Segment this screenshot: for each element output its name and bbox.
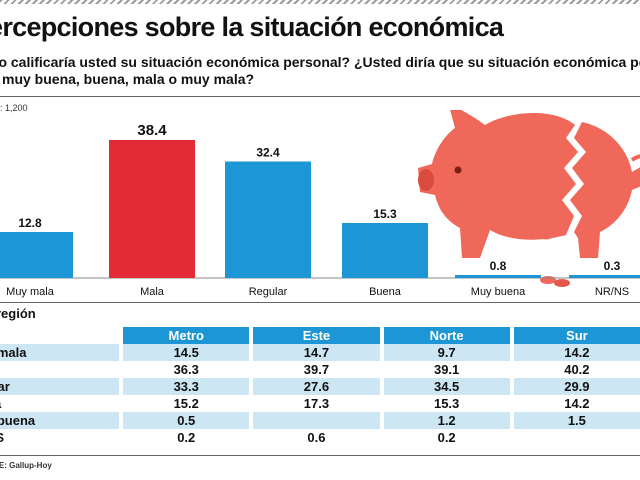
row-label: y buena <box>0 412 120 429</box>
table-cell: 0.2 <box>177 430 196 445</box>
bar-value-label: 32.4 <box>256 146 280 160</box>
table-cell <box>253 412 380 429</box>
table-cell: 14.2 <box>513 344 640 361</box>
table-cell: 1.2 <box>383 412 510 429</box>
column-header-sur: Sur <box>513 327 640 344</box>
table-cell: 33.3 <box>123 378 250 395</box>
top-decorative-stripe <box>0 0 640 4</box>
column-header-metro: Metro <box>123 327 250 344</box>
table-cell: 0.2 <box>437 430 456 445</box>
survey-question-line-1: mo calificaría usted su situación económ… <box>0 54 640 70</box>
table-cell: 17.3 <box>303 396 330 411</box>
table-cell: 14.7 <box>253 344 380 361</box>
chart-bottom-divider <box>0 302 640 303</box>
table-cell: 15.2 <box>173 396 199 411</box>
bar <box>225 161 311 278</box>
table-cell: 39.7 <box>303 362 330 377</box>
table-cell: 14.2 <box>564 396 590 411</box>
survey-question: mo calificaría usted su situación económ… <box>0 54 640 88</box>
category-label: Buena <box>369 286 402 298</box>
table-cell: 39.1 <box>433 362 460 377</box>
top-divider <box>0 96 640 97</box>
survey-question-line-2: muy buena, buena, mala o muy mala? <box>2 71 255 87</box>
column-header-norte: Norte <box>383 327 510 344</box>
row-label: ular <box>0 378 120 395</box>
table-row: ular33.327.634.529.9 <box>0 378 640 395</box>
table-cell: 9.7 <box>383 344 510 361</box>
table-cell: 0.5 <box>123 412 250 429</box>
table-cell <box>514 429 640 446</box>
table-cell: 29.9 <box>513 378 640 395</box>
category-label: Mala <box>140 286 165 298</box>
row-label: a <box>0 361 119 378</box>
table-cell: 40.2 <box>564 362 590 377</box>
table-row: na 15.2 17.3 15.3 14.2 <box>0 395 640 412</box>
table-cell: 15.3 <box>433 396 460 411</box>
broken-piggy-bank-icon <box>418 110 640 287</box>
bar-value-label: 15.3 <box>373 207 397 221</box>
bar <box>109 140 195 278</box>
table-cell: 14.5 <box>123 344 250 361</box>
table-bottom-divider <box>0 455 640 456</box>
coin <box>540 276 556 284</box>
bar-value-label: 12.8 <box>18 216 42 230</box>
sample-size-label: : 1,200 <box>0 103 28 113</box>
category-label: Regular <box>249 286 288 298</box>
piggy-right-half <box>570 122 640 258</box>
piggy-eye <box>454 166 462 174</box>
table-cell: 0.6 <box>307 430 326 445</box>
column-header-este: Este <box>253 327 380 344</box>
row-label: NS <box>0 429 119 446</box>
table-cell: 34.5 <box>383 378 510 395</box>
coin <box>539 232 553 240</box>
row-label: y mala <box>0 344 120 361</box>
table-row: a 36.3 39.7 39.1 40.2 <box>0 361 640 378</box>
table-cell: 27.6 <box>253 378 380 395</box>
bar-value-label: 0.8 <box>490 259 507 273</box>
bar <box>455 275 541 278</box>
coin <box>554 279 570 287</box>
bar <box>0 232 73 278</box>
category-label: Muy buena <box>471 286 526 298</box>
category-label: NR/NS <box>595 286 629 298</box>
table-cell: 36.3 <box>173 362 199 377</box>
row-label: na <box>0 395 119 412</box>
piggy-left-half <box>418 110 578 258</box>
piggy-snout <box>418 169 434 191</box>
bar-value-label: 38.4 <box>137 122 167 139</box>
region-subtitle: región <box>0 306 36 321</box>
piggy-tail <box>630 154 640 162</box>
table-row: NS 0.2 0.6 0.2 <box>0 429 640 446</box>
bar <box>569 275 640 278</box>
bar-chart: 12.8 Muy mala 38.4 Mala 32.4 Regular 15.3 Buena… <box>0 110 640 298</box>
bar-value-label: 0.3 <box>604 259 621 273</box>
category-label: Muy mala <box>6 286 55 298</box>
bar <box>342 223 428 278</box>
source-label: TE: Gallup-Hoy <box>0 461 52 470</box>
table-header-row: Metro Este Norte Sur <box>0 327 640 344</box>
table-cell: 1.5 <box>513 412 640 429</box>
region-table: Metro Este Norte Sur y mala14.514.79.714… <box>0 327 640 446</box>
page-title: ercepciones sobre la situación económica <box>0 12 504 42</box>
